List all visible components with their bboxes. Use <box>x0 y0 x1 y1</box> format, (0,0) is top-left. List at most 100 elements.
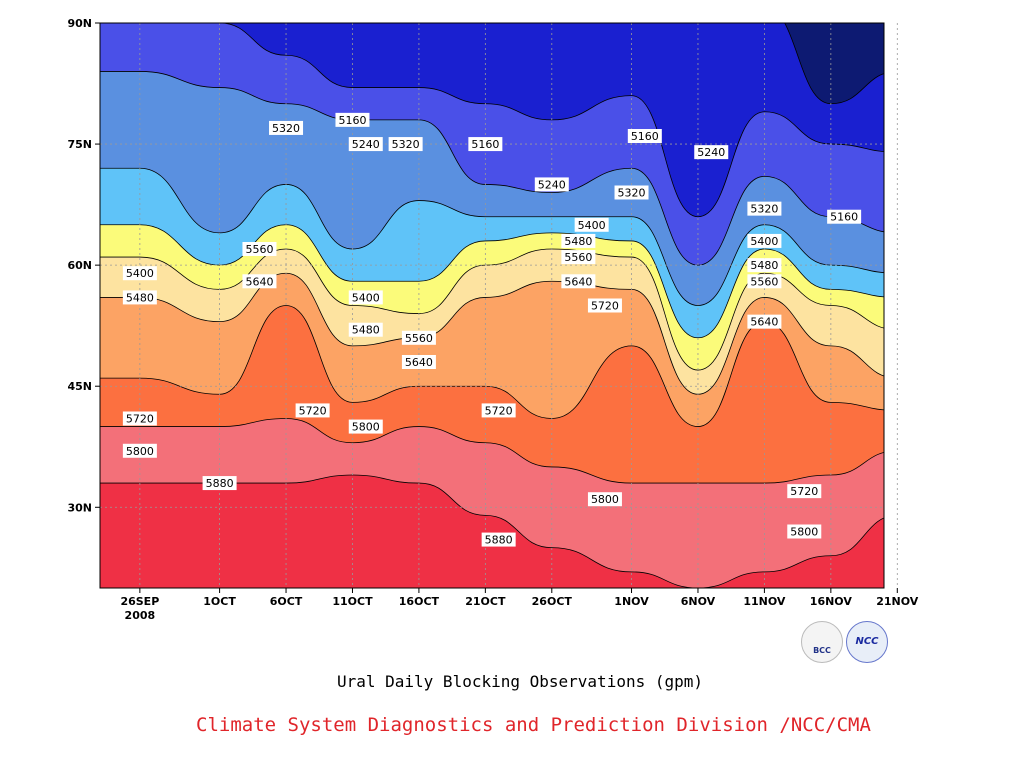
contour-band <box>100 23 884 218</box>
contour-label: 5240 <box>694 145 729 160</box>
y-tick-label: 75N <box>67 138 92 151</box>
ncc-logo-text: NCC <box>855 636 879 647</box>
contour-label: 5720 <box>787 484 822 499</box>
x-tick-label: 6NOV <box>681 595 716 608</box>
contour-label-text: 5560 <box>750 275 778 288</box>
contour-label: 5800 <box>587 492 622 507</box>
contour-label-text: 5400 <box>126 267 154 280</box>
contour-label-text: 5160 <box>830 211 858 224</box>
contour-label-text: 5720 <box>485 404 513 417</box>
contour-label: 5800 <box>787 524 822 539</box>
contour-label: 5160 <box>468 137 503 152</box>
contour-label: 5160 <box>627 129 662 143</box>
x-tick-label: 1OCT <box>203 595 236 608</box>
y-tick-label: 90N <box>67 17 92 30</box>
contour-label-text: 5560 <box>405 332 433 345</box>
contour-label: 5800 <box>348 419 383 434</box>
contour-label: 5800 <box>122 443 157 458</box>
contour-label: 5160 <box>335 112 370 127</box>
contour-label-text: 5480 <box>564 235 592 248</box>
contour-label-text: 5800 <box>591 493 619 506</box>
contour-label: 5400 <box>348 290 383 305</box>
x-tick-label: 11OCT <box>332 595 373 608</box>
contour-label-text: 5800 <box>352 421 380 434</box>
contour-label: 5480 <box>561 233 596 248</box>
contour-label-text: 5560 <box>245 243 273 256</box>
contour-label: 5560 <box>747 274 782 289</box>
contour-chart: 26SEP 1OCT 6OCT 11OCT 16OCT 21OCT 26OCT 1NOV 6NO… <box>67 17 919 622</box>
y-tick-label: 60N <box>67 259 92 272</box>
contour-label: 5320 <box>614 185 649 200</box>
contour-label: 5720 <box>481 403 516 418</box>
contour-label-text: 5640 <box>750 316 778 329</box>
contour-label: 5720 <box>295 403 330 418</box>
contour-label-text: 5160 <box>631 130 659 143</box>
contour-label: 5240 <box>534 177 569 192</box>
x-tick-label: 16NOV <box>810 595 853 608</box>
x-tick-label: 11NOV <box>743 595 786 608</box>
contour-label: 5320 <box>747 201 782 216</box>
contour-label-text: 5160 <box>338 114 366 127</box>
contour-label-text: 5720 <box>591 300 619 313</box>
contour-label-text: 5240 <box>352 138 380 151</box>
contour-label-text: 5160 <box>471 138 499 151</box>
contour-label-text: 5640 <box>245 275 273 288</box>
contour-label-text: 5240 <box>697 146 725 159</box>
ncc-logo-icon: NCC <box>846 621 888 663</box>
contour-label: 5720 <box>587 298 622 313</box>
contour-label-text: 5480 <box>126 291 154 304</box>
x-tick-label: 21OCT <box>465 595 506 608</box>
contour-label: 5880 <box>202 476 237 491</box>
contour-label-text: 5880 <box>485 534 513 547</box>
contour-label: 5240 <box>348 137 383 152</box>
contour-label-text: 5800 <box>790 526 818 539</box>
contour-label: 5560 <box>242 242 277 256</box>
contour-label-text: 5320 <box>392 138 420 151</box>
y-tick-label: 45N <box>67 380 92 393</box>
x-tick-label: 21NOV <box>876 595 919 608</box>
contour-label-text: 5480 <box>750 259 778 272</box>
contour-label-text: 5880 <box>206 477 234 490</box>
contour-label-text: 5640 <box>564 275 592 288</box>
x-tick-label: 26OCT <box>532 595 573 608</box>
x-tick-label: 6OCT <box>270 595 303 608</box>
contour-label: 5400 <box>747 233 782 248</box>
bcc-logo-text: BCC <box>813 646 831 655</box>
bcc-logo-icon: BCC <box>801 621 843 663</box>
contour-label: 5320 <box>388 137 423 152</box>
contour-label: 5640 <box>561 274 596 289</box>
contour-label-text: 5720 <box>299 404 327 417</box>
contour-label-text: 5640 <box>405 356 433 369</box>
contour-label-text: 5560 <box>564 251 592 264</box>
contour-label: 5480 <box>747 258 782 273</box>
x-year-label: 2008 <box>125 609 156 622</box>
contour-label-text: 5480 <box>352 324 380 337</box>
contour-band <box>784 23 884 105</box>
credit-line: Climate System Diagnostics and Predictio… <box>196 714 871 736</box>
chart-caption: Ural Daily Blocking Observations (gpm) <box>336 672 704 691</box>
contour-label-text: 5800 <box>126 445 154 458</box>
contour-label-text: 5320 <box>272 122 300 135</box>
contour-label-text: 5720 <box>126 413 154 426</box>
contour-label: 5720 <box>122 411 157 426</box>
contour-label: 5640 <box>401 355 436 369</box>
y-tick-label: 30N <box>67 501 92 514</box>
contour-label: 5400 <box>122 266 157 281</box>
contour-label: 5160 <box>827 209 862 224</box>
x-tick-label: 26SEP <box>120 595 159 608</box>
contour-label: 5640 <box>747 314 782 329</box>
x-tick-label: 16OCT <box>399 595 440 608</box>
contour-label: 5400 <box>574 217 609 232</box>
contour-label: 5880 <box>481 532 516 547</box>
contour-label: 5640 <box>242 274 277 289</box>
contour-label-text: 5320 <box>750 203 778 216</box>
contour-label: 5560 <box>561 250 596 264</box>
contour-label-text: 5240 <box>538 178 566 191</box>
contour-label: 5320 <box>269 120 304 135</box>
contour-label-text: 5400 <box>352 291 380 304</box>
contour-label-text: 5720 <box>790 485 818 498</box>
contour-label: 5560 <box>401 330 436 345</box>
x-tick-label: 1NOV <box>614 595 649 608</box>
plot-frame <box>99 22 885 589</box>
contour-label-text: 5400 <box>578 219 606 232</box>
